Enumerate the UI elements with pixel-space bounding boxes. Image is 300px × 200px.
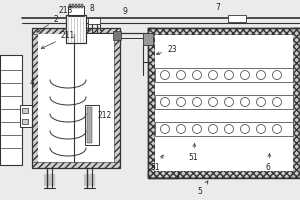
Bar (81, 4, 83, 8)
Text: 211: 211 (41, 31, 75, 49)
Bar (148, 28, 300, 35)
Bar (20, 105, 32, 127)
Bar (228, 15, 246, 22)
Text: 9: 9 (123, 7, 128, 16)
Bar (69, 4, 71, 8)
Bar (78, 4, 80, 8)
Bar (88, 18, 100, 24)
Bar (0, 55, 22, 165)
Text: 4: 4 (30, 78, 34, 87)
Text: 7: 7 (216, 3, 220, 12)
Text: 5: 5 (198, 181, 208, 196)
Bar (32, 162, 120, 168)
Bar (66, 15, 86, 43)
Bar (148, 28, 155, 178)
Bar (148, 28, 300, 178)
Bar (148, 171, 300, 178)
Text: 6: 6 (266, 154, 271, 172)
Bar (75, 4, 77, 8)
Bar (22, 108, 28, 113)
Bar (113, 31, 121, 40)
Bar (22, 119, 28, 124)
Bar (72, 4, 74, 8)
Bar (155, 95, 293, 109)
Bar (66, 15, 86, 43)
Bar (114, 28, 120, 168)
Bar (143, 33, 153, 45)
Bar (87, 107, 92, 143)
Text: 23: 23 (156, 46, 177, 55)
Bar (68, 6, 84, 16)
Bar (32, 28, 38, 168)
Bar (38, 34, 114, 162)
Bar (155, 35, 293, 171)
Bar (293, 28, 300, 178)
Text: 2: 2 (37, 16, 58, 32)
Bar (85, 105, 99, 145)
Bar (32, 28, 120, 168)
Text: 213: 213 (59, 6, 73, 15)
Text: 51: 51 (150, 155, 163, 172)
Bar (155, 68, 293, 82)
Text: 51: 51 (188, 144, 198, 162)
Text: 8: 8 (90, 4, 94, 13)
Bar (32, 28, 120, 34)
Text: 212: 212 (98, 111, 112, 120)
Bar (155, 122, 293, 136)
